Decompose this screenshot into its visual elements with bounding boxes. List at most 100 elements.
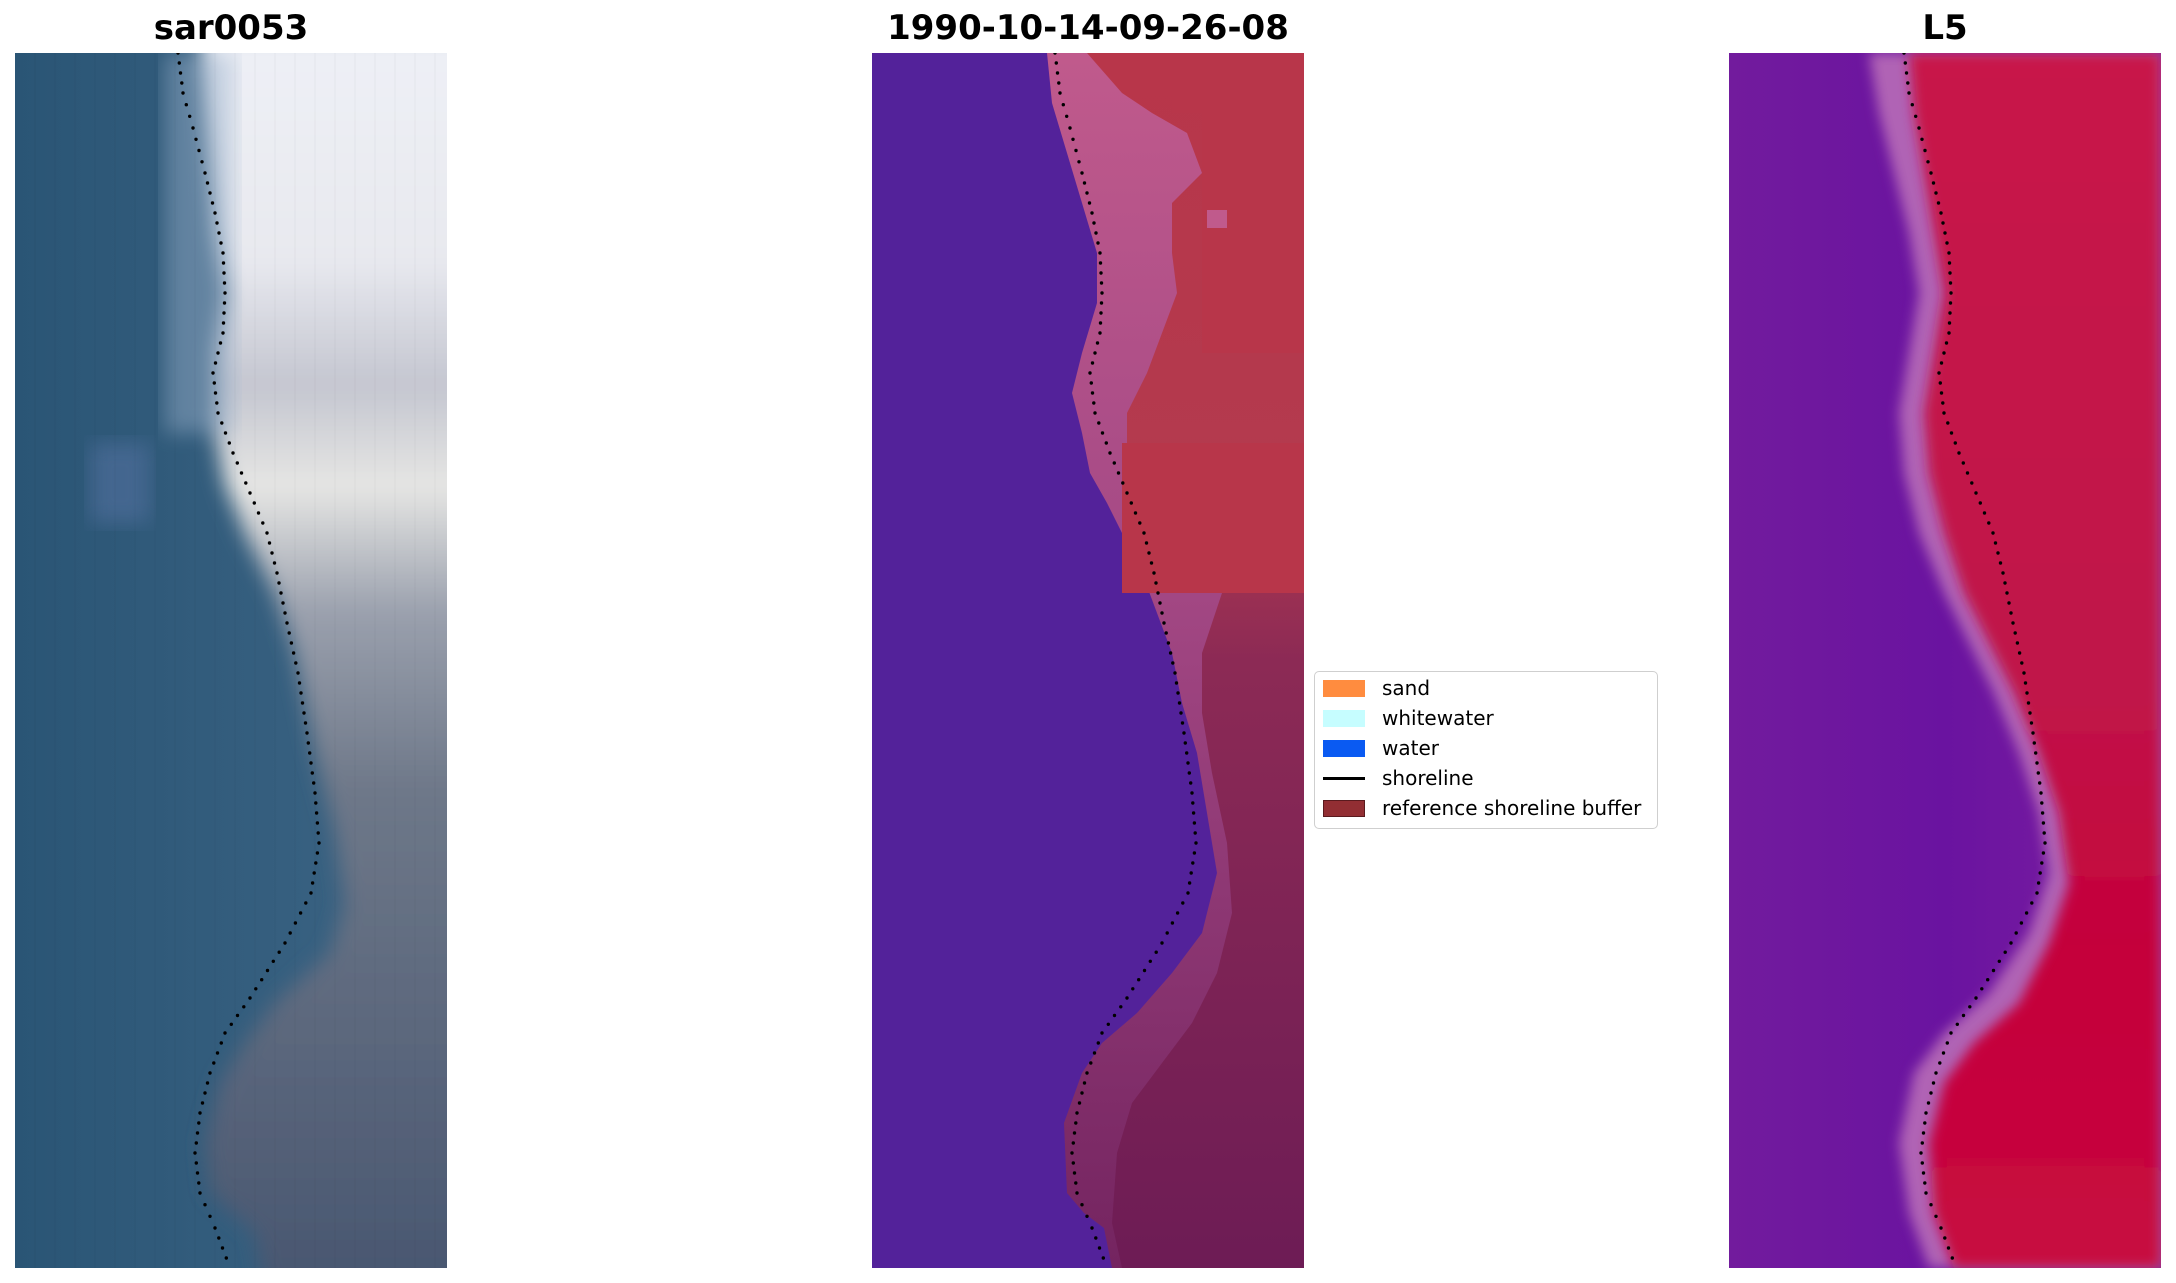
shoreline-dot [252,501,256,505]
shoreline-dot [1179,711,1183,715]
shoreline-dot [220,421,224,425]
shoreline-dot [315,821,320,825]
shoreline-dot [208,1071,212,1075]
shoreline-dot [309,891,313,895]
shoreline-dot [2023,681,2028,685]
shoreline-dot [222,311,226,315]
rgb-pixel-grid [35,53,435,1268]
shoreline-dot [1187,771,1191,775]
shoreline-dot [193,1151,197,1155]
shoreline-dot [2040,801,2044,805]
shoreline-dot [1148,959,1152,963]
shoreline-dot [1160,611,1164,615]
shoreline-dot [200,160,204,164]
shoreline-dot [227,441,231,445]
shoreline-dot [1949,291,1953,295]
shoreline-dot [271,959,275,963]
shoreline-dot [1192,821,1197,825]
shoreline-dot [1948,271,1952,275]
shoreline-dot [2041,851,2046,855]
shoreline-dot [2017,651,2022,655]
shoreline-dot [235,461,239,465]
shoreline-dot [1075,1191,1079,1195]
shoreline-dot [1074,1121,1078,1125]
shoreline-dot [215,401,219,405]
legend-label-shoreline: shoreline [1382,766,1474,790]
shoreline-dot [195,1131,200,1135]
classified-sand-area [1087,53,1304,1268]
classified-sand-block-3 [1122,443,1304,593]
shoreline-dot [1074,148,1078,153]
shoreline-dot [1968,1005,1972,1009]
shoreline-dot [248,491,252,495]
shoreline-dot [244,481,248,485]
shoreline-dot [260,978,264,982]
shoreline-dot [1080,1203,1084,1207]
shoreline-dot [1965,471,1970,475]
classified-image-panel [872,53,1304,1268]
shoreline-dot [220,1246,225,1250]
shoreline-dot [1096,241,1100,245]
shoreline-dot [208,1214,212,1219]
shoreline-dot [293,921,298,925]
shoreline-dot [291,651,296,655]
shoreline-dot [1902,53,1906,55]
shoreline-dot [223,431,228,435]
shoreline-dot [213,361,218,365]
shoreline-dot [181,91,185,95]
shoreline-dot [1092,1051,1097,1055]
shoreline-dot [1993,541,1998,545]
legend-item-whitewater: whitewater [1323,705,1494,731]
shoreline-dot [277,950,281,954]
shoreline-dot [2039,791,2043,795]
shoreline-dot [1939,391,1944,395]
shoreline-dot [1138,521,1142,525]
shoreline-dot [1149,561,1154,565]
shoreline-dot [1098,251,1102,255]
shoreline-dot [1160,941,1164,945]
shoreline-dot [1087,201,1092,205]
shoreline-dot [1092,401,1096,405]
shoreline-dot [222,301,227,305]
shoreline-dot [1097,421,1101,425]
shoreline-dot [1090,211,1094,215]
shoreline-dot [1926,1101,1931,1105]
shoreline-dot [1991,968,1996,973]
shoreline-dot [219,241,223,245]
shoreline-dot [1191,861,1195,865]
shoreline-dot [1121,481,1125,485]
shoreline-dot [312,781,316,785]
shoreline-dot [1158,601,1162,605]
shoreline-dot [215,1051,220,1055]
shoreline-dot [1941,221,1945,225]
legend-item-shoreline: shoreline [1323,765,1474,791]
shoreline-dot [1917,126,1921,130]
shoreline-dot [1119,1005,1123,1009]
shoreline-dot [2026,701,2031,705]
shoreline-dot [300,701,305,705]
shoreline-dot [1112,1013,1117,1018]
shoreline-dot [1125,996,1129,1000]
shoreline-dot [2036,771,2040,775]
shoreline-dot [309,761,313,765]
shoreline-dot [1142,968,1147,973]
shoreline-dot [1947,251,1951,255]
shoreline-dot [1948,301,1953,305]
legend-label-water: water [1382,736,1439,760]
shoreline-dot [2040,811,2045,815]
shoreline-dot [1080,1091,1084,1095]
shoreline-dot [222,281,227,285]
shoreline-dot [2030,901,2034,905]
shoreline-dot [212,1061,216,1065]
shoreline-dot [1072,1171,1077,1175]
shoreline-dot [1074,1181,1078,1185]
rgb-foam-band [165,53,235,433]
shoreline-dot [1077,1101,1082,1105]
shoreline-dot [1177,701,1182,705]
shoreline-dot [1942,411,1946,415]
shoreline-dot [1945,241,1949,245]
shoreline-dot [1191,801,1195,805]
shoreline-dot [310,881,315,885]
shoreline-dot [1068,126,1072,130]
shoreline-dot [1997,959,2001,963]
